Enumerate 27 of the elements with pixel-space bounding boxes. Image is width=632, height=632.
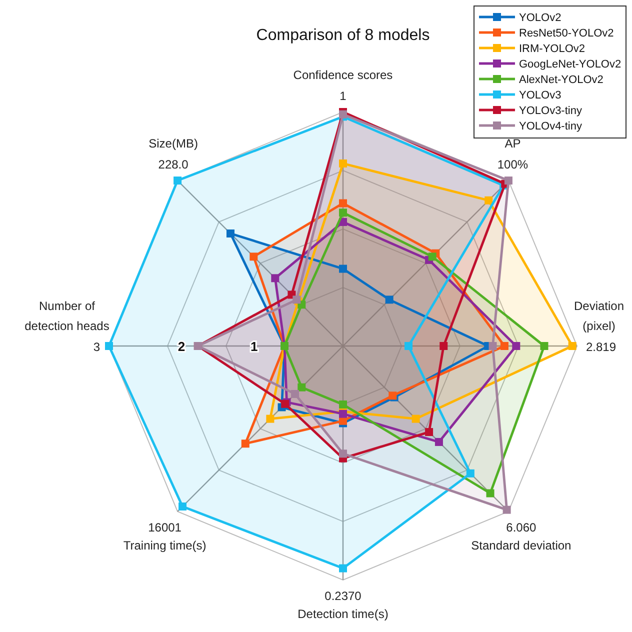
text: 2.819 bbox=[586, 340, 616, 354]
text: Comparison of 8 models bbox=[256, 27, 430, 44]
spoke-label: Standard deviation bbox=[471, 538, 572, 552]
legend-label: YOLOv3-tiny bbox=[519, 105, 582, 117]
legend-label: IRM-YOLOv2 bbox=[519, 43, 586, 55]
text: 2 bbox=[178, 339, 186, 354]
spoke-label: Confidence scores bbox=[293, 68, 393, 82]
text: 228.0 bbox=[158, 158, 188, 172]
spoke-label: Training time(s) bbox=[123, 538, 206, 552]
spoke-label: Detection time(s) bbox=[298, 607, 388, 621]
text: 3 bbox=[93, 340, 100, 354]
spoke-label: AP bbox=[504, 136, 521, 151]
spoke-label: Size(MB) bbox=[148, 136, 198, 151]
legend-label: YOLOv2 bbox=[519, 12, 562, 24]
text: 1 bbox=[340, 89, 346, 103]
text: 0.2370 bbox=[324, 589, 362, 603]
legend-label: YOLOv3 bbox=[519, 90, 562, 102]
text: 16001 bbox=[148, 520, 182, 534]
legend-label: ResNet50-YOLOv2 bbox=[519, 28, 614, 40]
legend-label: GoogLeNet-YOLOv2 bbox=[519, 58, 622, 70]
text: 1 bbox=[250, 339, 258, 354]
text: 6.060 bbox=[506, 520, 536, 534]
legend-label: YOLOv4-tiny bbox=[519, 120, 582, 132]
text: 100% bbox=[497, 158, 528, 172]
spoke-label: Deviation (pixel) bbox=[574, 299, 624, 333]
spoke-label: Number of detection heads bbox=[24, 299, 110, 333]
legend-label: AlexNet-YOLOv2 bbox=[519, 74, 604, 86]
